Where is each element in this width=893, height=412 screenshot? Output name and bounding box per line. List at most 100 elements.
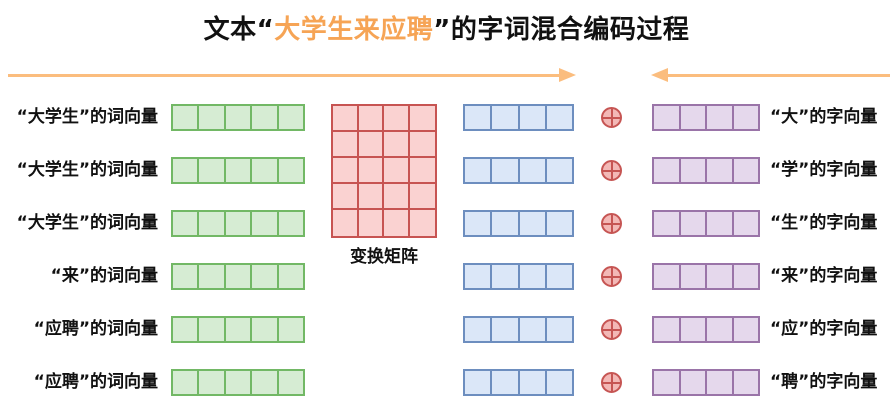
vector-cell — [276, 369, 306, 396]
transformed-vector — [463, 316, 574, 343]
vector-cell — [517, 316, 547, 343]
transformed-vector — [463, 104, 574, 131]
vector-cell — [463, 210, 493, 237]
vector-cell — [223, 316, 253, 343]
vector-cell — [250, 316, 279, 343]
char-vector-label: “生”的字向量 — [770, 213, 878, 233]
matrix-cell — [409, 158, 435, 184]
vector-cell — [731, 210, 760, 237]
vector-cell — [490, 157, 520, 184]
oplus-icon — [601, 266, 622, 287]
vector-cell — [678, 316, 707, 343]
vector-cell — [223, 369, 253, 396]
vector-cell — [517, 263, 547, 290]
encoding-row: “应聘”的词向量 “应”的字向量 — [0, 316, 893, 343]
vector-cell — [544, 104, 574, 131]
vector-cell — [463, 157, 493, 184]
matrix-cell — [409, 184, 435, 210]
vector-cell — [678, 369, 707, 396]
backward-arrow-line — [665, 74, 890, 77]
char-vector — [652, 316, 760, 343]
transformed-vector — [463, 369, 574, 396]
diagram-title: 文本“大学生来应聘”的字词混合编码过程 — [0, 9, 893, 46]
word-vector — [171, 263, 306, 290]
vector-cell — [652, 369, 681, 396]
vector-cell — [705, 157, 734, 184]
matrix-cell — [358, 106, 384, 132]
oplus-icon — [601, 372, 622, 393]
word-vector — [171, 369, 306, 396]
vector-cell — [731, 369, 760, 396]
vector-cell — [250, 369, 279, 396]
vector-cell — [544, 210, 574, 237]
vector-cell — [171, 316, 200, 343]
matrix-cell — [384, 210, 410, 236]
matrix-cell — [409, 106, 435, 132]
char-vector-label: “来”的字向量 — [770, 266, 878, 286]
encoding-row: “来”的词向量 “来”的字向量 — [0, 263, 893, 290]
vector-cell — [463, 104, 493, 131]
word-vector — [171, 157, 306, 184]
vector-cell — [705, 316, 734, 343]
vector-cell — [490, 263, 520, 290]
vector-cell — [490, 316, 520, 343]
word-vector-label: “应聘”的词向量 — [33, 319, 158, 339]
vector-cell — [731, 263, 760, 290]
title-suffix: ”的字词混合编码过程 — [433, 15, 690, 45]
vector-cell — [652, 104, 681, 131]
matrix-cell — [384, 184, 410, 210]
matrix-cell — [359, 210, 384, 236]
vector-cell — [517, 369, 547, 396]
vector-cell — [678, 263, 707, 290]
matrix-cell — [358, 158, 384, 184]
vector-cell — [517, 104, 547, 131]
word-vector — [171, 104, 306, 131]
vector-cell — [544, 157, 574, 184]
vector-cell — [250, 210, 279, 237]
matrix-cell — [358, 184, 384, 210]
vector-cell — [490, 369, 520, 396]
vector-cell — [490, 104, 520, 131]
vector-cell — [197, 104, 226, 131]
title-prefix: 文本“ — [203, 15, 275, 45]
vector-cell — [463, 316, 493, 343]
char-vector — [652, 210, 760, 237]
vector-cell — [652, 263, 681, 290]
matrix-cell — [384, 132, 410, 158]
matrix-cell — [333, 158, 359, 184]
vector-cell — [171, 157, 200, 184]
title-highlight-text: 大学生来应聘 — [274, 15, 434, 45]
word-vector — [171, 210, 306, 237]
vector-cell — [250, 104, 279, 131]
vector-cell — [197, 316, 226, 343]
vector-cell — [652, 157, 681, 184]
encoding-row: “大学生”的词向量 “生”的字向量 — [0, 210, 893, 237]
vector-cell — [678, 104, 707, 131]
forward-arrow-head-icon — [559, 68, 576, 82]
encoding-row: “应聘”的词向量 “聘”的字向量 — [0, 369, 893, 396]
vector-cell — [705, 104, 734, 131]
char-vector-label: “学”的字向量 — [770, 160, 878, 180]
char-vector — [652, 263, 760, 290]
vector-cell — [223, 104, 253, 131]
matrix-cell — [333, 106, 359, 132]
vector-cell — [544, 369, 574, 396]
word-vector-label: “大学生”的词向量 — [16, 107, 158, 127]
char-vector-label: “应”的字向量 — [770, 319, 878, 339]
vector-cell — [197, 210, 226, 237]
vector-cell — [544, 263, 574, 290]
oplus-icon — [601, 107, 622, 128]
char-vector-label: “聘”的字向量 — [770, 372, 878, 392]
char-vector-label: “大”的字向量 — [770, 107, 878, 127]
word-vector — [171, 316, 306, 343]
vector-cell — [490, 210, 520, 237]
vector-cell — [276, 157, 306, 184]
matrix-cell — [384, 106, 410, 132]
vector-cell — [197, 263, 226, 290]
vector-cell — [463, 263, 493, 290]
oplus-icon — [601, 160, 622, 181]
char-vector — [652, 157, 760, 184]
vector-cell — [705, 369, 734, 396]
encoding-row: “大学生”的词向量 “学”的字向量 — [0, 157, 893, 184]
